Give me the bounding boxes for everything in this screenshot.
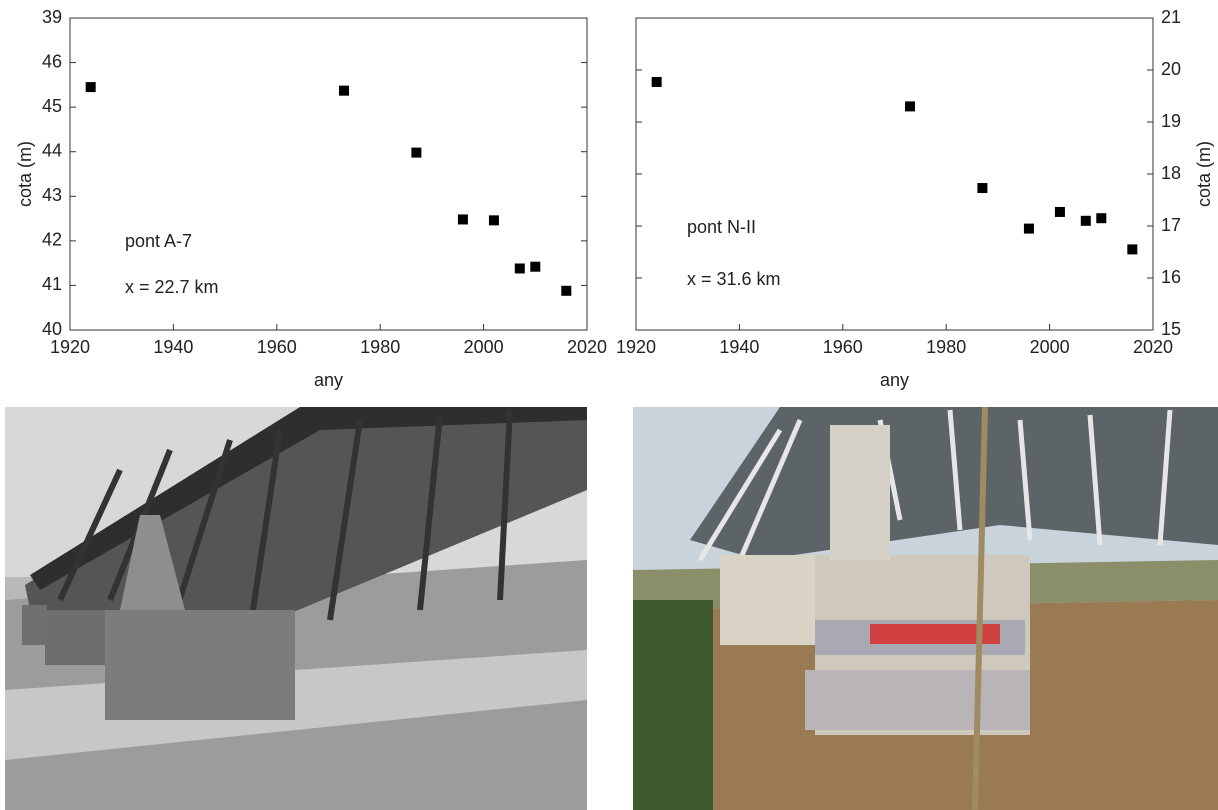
data-point: [1055, 207, 1065, 217]
data-point: [411, 148, 421, 158]
data-point: [977, 183, 987, 193]
y-tick-label: 15: [1161, 319, 1181, 339]
y-axis-label: cota (m): [1194, 141, 1214, 207]
data-point: [458, 214, 468, 224]
y-tick-label: 41: [42, 274, 62, 294]
y-tick-label: 45: [42, 96, 62, 116]
y-tick-label: 21: [1161, 7, 1181, 27]
y-tick-label: 46: [42, 51, 62, 71]
data-point: [339, 86, 349, 96]
x-axis-label: any: [880, 370, 909, 390]
x-tick-label: 1960: [257, 337, 297, 357]
data-point: [530, 262, 540, 272]
y-tick-label: 39: [42, 7, 62, 27]
data-point: [561, 286, 571, 296]
y-tick-label: 16: [1161, 267, 1181, 287]
x-tick-label: 2020: [1133, 337, 1173, 357]
data-point: [905, 101, 915, 111]
y-tick-label: 44: [42, 140, 62, 160]
y-tick-label: 42: [42, 230, 62, 250]
y-tick-label: 20: [1161, 59, 1181, 79]
data-point: [86, 82, 96, 92]
photo-historic-bridge: [5, 407, 587, 810]
annotation: pont A-7: [125, 231, 192, 251]
data-point: [1127, 244, 1137, 254]
y-axis-label: cota (m): [15, 141, 35, 207]
photo-current-bridge: [633, 407, 1218, 810]
data-point: [1096, 213, 1106, 223]
x-tick-label: 1920: [50, 337, 90, 357]
figure: 1920194019601980200020204041424344454639…: [0, 0, 1218, 810]
y-tick-label: 40: [42, 319, 62, 339]
page: 1920194019601980200020204041424344454639…: [0, 0, 1218, 810]
data-point: [515, 263, 525, 273]
x-tick-label: 1960: [823, 337, 863, 357]
x-tick-label: 1940: [153, 337, 193, 357]
x-axis-label: any: [314, 370, 343, 390]
annotation: pont N-II: [687, 217, 756, 237]
x-tick-label: 1940: [719, 337, 759, 357]
data-point: [652, 77, 662, 87]
y-tick-label: 17: [1161, 215, 1181, 235]
x-tick-label: 2000: [464, 337, 504, 357]
x-tick-label: 2020: [567, 337, 607, 357]
data-point: [1081, 216, 1091, 226]
annotation: x = 22.7 km: [125, 277, 219, 297]
y-tick-label: 43: [42, 185, 62, 205]
data-point: [1024, 224, 1034, 234]
x-tick-label: 1980: [926, 337, 966, 357]
data-point: [489, 215, 499, 225]
annotation: x = 31.6 km: [687, 269, 781, 289]
y-tick-label: 18: [1161, 163, 1181, 183]
x-tick-label: 1980: [360, 337, 400, 357]
x-tick-label: 2000: [1030, 337, 1070, 357]
x-tick-label: 1920: [616, 337, 656, 357]
y-tick-label: 19: [1161, 111, 1181, 131]
